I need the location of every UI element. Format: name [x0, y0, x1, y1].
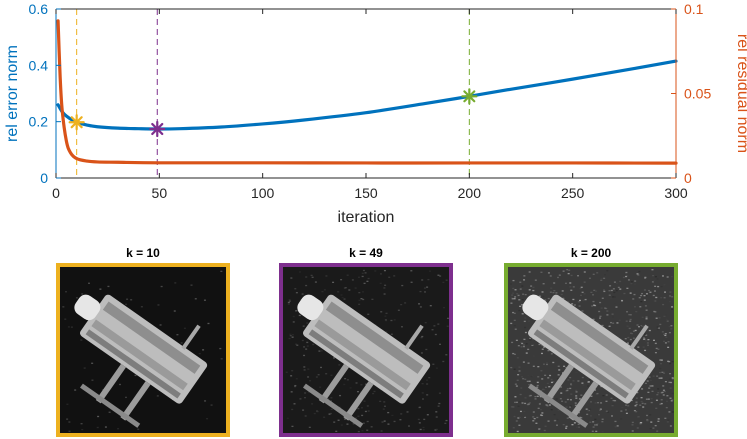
marker-star-10	[68, 114, 85, 131]
satellite-antenna	[629, 324, 649, 350]
x-tick-label: 150	[354, 185, 378, 201]
panel-title: k = 200	[571, 246, 612, 260]
panel-border	[56, 263, 230, 437]
satellite-object	[297, 294, 431, 428]
panel-border	[504, 263, 678, 437]
y-left-tick-label: 0.4	[29, 57, 49, 73]
x-tick-label: 0	[52, 185, 60, 201]
satellite-stripe	[314, 319, 411, 391]
line-plot: 0 50 100 150 200 250 30000.20.40.600.050.1iter…	[4, 1, 747, 226]
satellite-stripe	[550, 301, 649, 374]
satellite-strut	[343, 381, 374, 421]
residual-norm-line	[56, 19, 678, 165]
error-norm-line	[56, 59, 678, 131]
x-tick-label: 100	[251, 185, 275, 201]
satellite-strut	[95, 363, 126, 404]
satellite-stripe	[325, 301, 424, 374]
satellite-base	[302, 383, 364, 428]
x-tick-label: 50	[152, 185, 168, 201]
satellite-stripe	[85, 329, 181, 399]
satellite-object	[74, 294, 208, 428]
satellite-strut	[543, 363, 574, 404]
satellite-antenna	[181, 324, 201, 350]
y-right-tick-label: 0.05	[684, 86, 711, 102]
panel-3: k = 200	[504, 246, 678, 437]
satellite-stripe	[308, 329, 404, 399]
satellite-stripe	[539, 319, 636, 391]
y-left-tick-label: 0.2	[29, 114, 49, 130]
panel-title: k = 10	[126, 246, 160, 260]
satellite-stripe	[102, 301, 201, 374]
satellite-stripe	[533, 329, 629, 399]
satellite-antenna	[404, 324, 424, 350]
y-right-tick-label: 0	[684, 170, 692, 186]
x-axis-label: iteration	[338, 209, 395, 226]
satellite-stripe	[91, 319, 188, 391]
satellite-base	[79, 383, 141, 428]
satellite-cap	[74, 294, 101, 321]
marker-star-49	[149, 120, 166, 138]
satellite-object	[522, 294, 656, 428]
marker-star-200	[461, 88, 478, 105]
satellite-strut	[120, 381, 151, 421]
x-tick-label: 250	[561, 185, 585, 201]
reconstruction-panels: k = 10 k = 49 k = 200	[56, 246, 678, 437]
y-left-tick-label: 0	[40, 170, 48, 186]
satellite-cap	[522, 294, 549, 321]
panel-1: k = 10	[56, 246, 230, 437]
y-left-tick-label: 0.6	[29, 1, 49, 17]
satellite-strut	[568, 381, 599, 421]
panel-2: k = 49	[279, 246, 453, 437]
panel-title: k = 49	[349, 246, 383, 260]
satellite-cap	[297, 294, 324, 321]
satellite-base	[527, 383, 589, 428]
y-left-axis-label: rel error norm	[4, 45, 21, 142]
x-tick-label: 300	[664, 185, 688, 201]
satellite-strut	[318, 363, 349, 404]
x-tick-label: 200	[458, 185, 482, 201]
y-right-tick-label: 0.1	[684, 1, 704, 17]
panel-border	[279, 263, 453, 437]
y-right-axis-label: rel residual norm	[734, 34, 747, 153]
